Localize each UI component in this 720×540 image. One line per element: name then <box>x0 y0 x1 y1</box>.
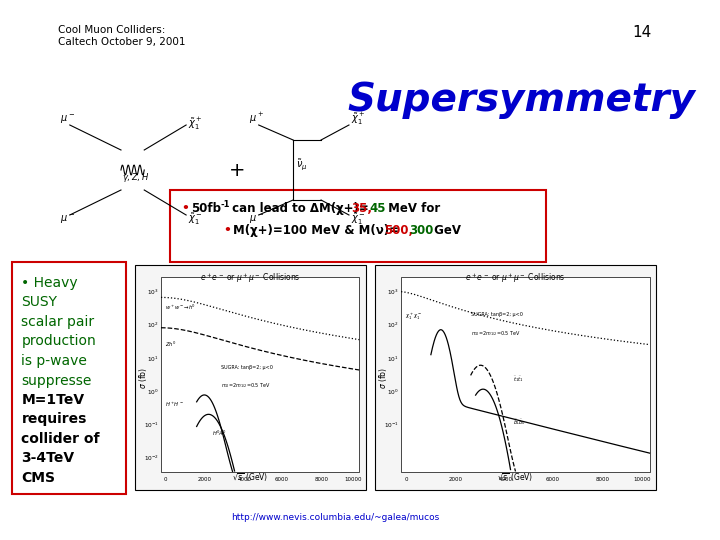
Text: is p-wave: is p-wave <box>22 354 87 368</box>
Text: Caltech October 9, 2001: Caltech October 9, 2001 <box>58 37 185 47</box>
Text: $10^2$: $10^2$ <box>148 321 159 330</box>
Text: Supersymmetry: Supersymmetry <box>347 81 695 119</box>
Text: $\tilde{t}_1\tilde{t}_1$: $\tilde{t}_1\tilde{t}_1$ <box>513 375 523 384</box>
Text: M(χ+)=100 MeV & M(ν)=: M(χ+)=100 MeV & M(ν)= <box>233 224 399 237</box>
Text: MeV for: MeV for <box>384 202 441 215</box>
Text: $10^3$: $10^3$ <box>387 288 399 297</box>
Text: requires: requires <box>22 413 87 427</box>
Text: $m_0\!=\!2m_{1/2}\!=\!0.5$ TeV: $m_0\!=\!2m_{1/2}\!=\!0.5$ TeV <box>222 382 271 390</box>
Text: $10^0$: $10^0$ <box>147 387 159 397</box>
Text: 6000: 6000 <box>546 477 559 482</box>
Text: $10^{-1}$: $10^{-1}$ <box>384 421 399 430</box>
Text: 300: 300 <box>410 224 434 237</box>
Text: SUSY: SUSY <box>22 295 58 309</box>
Text: $\mu^-$: $\mu^-$ <box>249 213 264 226</box>
Bar <box>375 265 656 490</box>
Text: 0: 0 <box>163 477 167 482</box>
Text: $10^{-1}$: $10^{-1}$ <box>144 421 159 430</box>
Text: 8000: 8000 <box>315 477 328 482</box>
Text: production: production <box>22 334 96 348</box>
Text: $10^{-2}$: $10^{-2}$ <box>144 454 159 463</box>
Text: suppresse: suppresse <box>22 374 91 388</box>
Text: 45: 45 <box>369 202 386 215</box>
Text: $H^+H^-$: $H^+H^-$ <box>165 400 184 409</box>
Text: 35,: 35, <box>351 202 372 215</box>
Text: -1: -1 <box>220 200 230 209</box>
Text: $10^3$: $10^3$ <box>148 288 159 297</box>
Text: 50fb: 50fb <box>191 202 221 215</box>
Text: 8000: 8000 <box>595 477 609 482</box>
Text: $\tilde{\chi}_1^-$: $\tilde{\chi}_1^-$ <box>188 211 202 227</box>
Text: $\gamma, Z, H$: $\gamma, Z, H$ <box>122 171 149 184</box>
Text: $\mu^-$: $\mu^-$ <box>60 213 76 226</box>
Text: $m_0\!=\!2m_{1/2}\!=\!0.5$ TeV: $m_0\!=\!2m_{1/2}\!=\!0.5$ TeV <box>471 329 521 338</box>
Text: $\sigma$ (fb): $\sigma$ (fb) <box>138 367 149 389</box>
Text: 14: 14 <box>632 25 652 40</box>
Text: scalar pair: scalar pair <box>22 315 94 329</box>
Text: • Heavy: • Heavy <box>22 276 78 290</box>
Text: +: + <box>229 160 246 179</box>
Text: $w^+w^-\!\to\!h^0$: $w^+w^-\!\to\!h^0$ <box>165 302 196 312</box>
Text: $10^2$: $10^2$ <box>387 321 399 330</box>
Text: $\sigma$ (fb): $\sigma$ (fb) <box>377 367 390 389</box>
Text: $e^+e^-$ or $\mu^+\mu^-$ Collisions: $e^+e^-$ or $\mu^+\mu^-$ Collisions <box>465 271 566 285</box>
Text: SUGRA: tanβ=2; μ<0: SUGRA: tanβ=2; μ<0 <box>222 364 274 370</box>
Text: 2000: 2000 <box>449 477 463 482</box>
Text: $10^1$: $10^1$ <box>148 354 159 363</box>
Text: http://www.nevis.columbia.edu/~galea/mucos: http://www.nevis.columbia.edu/~galea/muc… <box>231 514 439 523</box>
Text: 3-4TeV: 3-4TeV <box>22 451 75 465</box>
Text: SUGRA: tanβ=2; μ<0: SUGRA: tanβ=2; μ<0 <box>471 312 523 317</box>
Bar <box>401 277 649 472</box>
Text: $10^1$: $10^1$ <box>387 354 399 363</box>
Text: $e^+e^-$ or $\mu^+\mu^-$ Collisions: $e^+e^-$ or $\mu^+\mu^-$ Collisions <box>200 271 300 285</box>
Text: 500,: 500, <box>384 224 413 237</box>
Text: $10^0$: $10^0$ <box>387 387 399 397</box>
Text: •: • <box>181 202 189 215</box>
Text: 6000: 6000 <box>275 477 289 482</box>
Text: 10000: 10000 <box>634 477 651 482</box>
Text: $\tilde{\nu}_\mu$: $\tilde{\nu}_\mu$ <box>296 158 307 173</box>
Text: $\mu^+$: $\mu^+$ <box>249 111 264 126</box>
Bar <box>135 265 366 490</box>
Text: $\mu^-$: $\mu^-$ <box>60 113 76 126</box>
Text: 0: 0 <box>405 477 408 482</box>
Text: CMS: CMS <box>22 471 55 485</box>
Text: 10000: 10000 <box>344 477 362 482</box>
FancyBboxPatch shape <box>171 190 546 262</box>
Text: can lead to ΔM(χ+)=: can lead to ΔM(χ+)= <box>228 202 369 215</box>
Text: 4000: 4000 <box>498 477 513 482</box>
Text: $\sqrt{s}$ (GeV): $\sqrt{s}$ (GeV) <box>498 471 534 484</box>
Text: 2000: 2000 <box>197 477 212 482</box>
Text: $\sqrt{s}$ (GeV): $\sqrt{s}$ (GeV) <box>232 471 269 484</box>
Text: $\tilde{b}_L\tilde{b}_0$: $\tilde{b}_L\tilde{b}_0$ <box>513 417 526 427</box>
Text: $\tilde{\chi}_1^-$: $\tilde{\chi}_1^-$ <box>351 211 366 227</box>
Text: M=1TeV: M=1TeV <box>22 393 84 407</box>
Text: $H^0A^0$: $H^0A^0$ <box>212 429 227 438</box>
Text: 4000: 4000 <box>237 477 251 482</box>
Text: $\tilde{\chi}_1^+$: $\tilde{\chi}_1^+$ <box>351 111 365 127</box>
Text: $\tilde{\chi}_1^+$: $\tilde{\chi}_1^+$ <box>188 116 202 132</box>
Text: GeV: GeV <box>430 224 461 237</box>
Text: collider of: collider of <box>22 432 100 446</box>
Text: Cool Muon Colliders:: Cool Muon Colliders: <box>58 25 165 35</box>
FancyBboxPatch shape <box>12 262 125 494</box>
Text: •: • <box>223 224 231 237</box>
Text: $Zh^0$: $Zh^0$ <box>165 340 176 349</box>
Bar <box>161 277 359 472</box>
Text: $\chi_1^+\chi_1^-$: $\chi_1^+\chi_1^-$ <box>405 312 422 322</box>
